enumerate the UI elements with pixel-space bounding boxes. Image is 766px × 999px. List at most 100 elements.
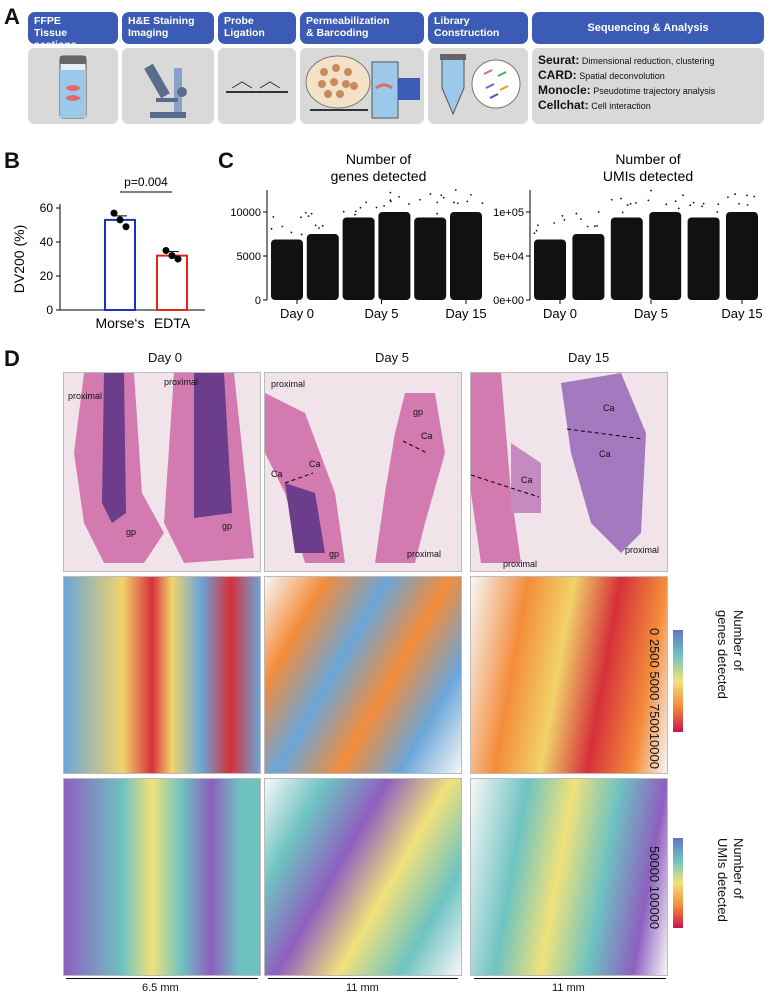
outlier-point: [689, 204, 692, 207]
step-label: Library Construction: [434, 15, 500, 39]
tool-row: Cellchat: Cell interaction: [538, 98, 758, 113]
column-title-day5: Day 5: [375, 350, 409, 365]
step-label: Permeabilization & Barcoding: [306, 15, 390, 39]
outlier-point: [626, 204, 629, 206]
genes-map-day0: [63, 576, 261, 774]
outlier-point: [383, 204, 386, 207]
outlier-point: [359, 206, 362, 209]
panel-label-c: C: [218, 148, 234, 173]
outlier-point: [682, 194, 685, 197]
outlier-point: [429, 193, 432, 195]
label-ca: Ca: [271, 469, 283, 479]
step-probe-header: Probe Ligation: [218, 12, 296, 44]
he-image-day15: proximal proximal Ca Ca Ca: [470, 372, 668, 572]
scale-bar-day5: [268, 978, 458, 979]
outlier-point: [365, 201, 368, 204]
y-tick-label: 0: [46, 303, 53, 317]
label-ca: Ca: [421, 431, 433, 441]
label-ca: Ca: [521, 475, 533, 485]
tool-name: Monocle:: [538, 83, 591, 97]
outlier-point: [442, 196, 445, 199]
genes-map-day5: [264, 576, 462, 774]
outlier-point: [436, 201, 439, 204]
scale-label-day15: 11 mm: [552, 982, 585, 994]
outlier-point: [389, 200, 392, 203]
outlier-point: [307, 215, 310, 217]
outlier-point: [354, 213, 356, 216]
outlier-point: [734, 193, 737, 195]
outlier-point: [561, 215, 564, 217]
p-value-label: p=0.004: [124, 175, 168, 189]
umis-colorbar: [673, 838, 683, 928]
violin-body: [726, 212, 758, 300]
outlier-point: [727, 196, 729, 199]
umis-map-day0: [63, 778, 261, 976]
outlier-point: [596, 224, 598, 227]
umis-map-day15: [470, 778, 668, 976]
violin-body: [271, 239, 303, 300]
x-tick-label: Day 5: [365, 306, 399, 321]
outlier-point: [408, 203, 410, 205]
perm-illustration: [300, 48, 424, 124]
probe-illustration: [218, 48, 296, 124]
outlier-point: [575, 212, 578, 215]
outlier-point: [701, 205, 703, 208]
y-tick-label: 0e+00: [493, 295, 524, 307]
outlier-point: [290, 231, 293, 234]
data-point: [110, 209, 118, 217]
y-tick-label: 20: [40, 269, 54, 283]
y-tick-label: 1e+05: [493, 207, 524, 219]
step-label: H&E Staining Imaging: [128, 15, 195, 39]
data-point: [116, 216, 124, 224]
he-tissue-drawing: [265, 393, 445, 563]
outlier-point: [580, 218, 582, 220]
outlier-point: [389, 191, 392, 194]
tool-desc: Cell interaction: [591, 101, 651, 111]
he-image-day0: proximal proximal gp gp: [63, 372, 261, 572]
outlier-point: [716, 211, 719, 213]
y-tick-label: 5000: [237, 251, 261, 263]
label-gp: gp: [222, 521, 233, 531]
tool-row: Seurat: Dimensional reduction, clusterin…: [538, 53, 758, 68]
outlier-point: [593, 225, 596, 228]
column-title-day15: Day 15: [568, 350, 610, 365]
violin-body: [306, 234, 339, 300]
scale-bar-day0: [66, 978, 258, 979]
probe-icon: [226, 81, 288, 93]
outlier-point: [272, 216, 275, 218]
x-tick-label: EDTA: [154, 315, 191, 331]
outlier-point: [677, 207, 680, 210]
tool-name: Seurat:: [538, 53, 580, 67]
x-tick-label: Day 0: [280, 306, 314, 321]
label-proximal: proximal: [68, 391, 103, 401]
violin-body: [342, 217, 375, 300]
outlier-point: [454, 189, 457, 191]
outlier-point: [665, 203, 668, 206]
panel-label-a: A: [4, 4, 20, 29]
x-tick-label: Day 0: [543, 306, 577, 321]
library-tube-icon: [440, 54, 521, 116]
outlier-point: [553, 222, 556, 224]
outlier-point: [674, 200, 677, 203]
library-illustration: [428, 48, 528, 124]
label-ca: Ca: [599, 449, 611, 459]
outlier-point: [456, 202, 459, 205]
outlier-point: [650, 189, 653, 192]
step-library-header: Library Construction: [428, 12, 528, 44]
x-tick-label: Day 15: [721, 306, 762, 321]
outlier-point: [620, 197, 622, 200]
he-image-day5: proximal proximal gp gp Ca Ca Ca: [264, 372, 462, 572]
outlier-point: [746, 194, 748, 197]
y-tick-label: 10000: [230, 207, 261, 219]
step-label: FFPE Tissue sections: [34, 15, 77, 51]
violin-body: [572, 234, 605, 300]
violin-body: [687, 217, 720, 300]
analysis-tools-box: Seurat: Dimensional reduction, clusterin…: [532, 48, 764, 124]
he-illustration: [122, 48, 214, 124]
y-tick-label: 40: [40, 235, 54, 249]
outlier-point: [419, 198, 422, 201]
label-ca: Ca: [309, 459, 321, 469]
panel-label-b: B: [4, 148, 20, 173]
outlier-point: [738, 202, 741, 205]
